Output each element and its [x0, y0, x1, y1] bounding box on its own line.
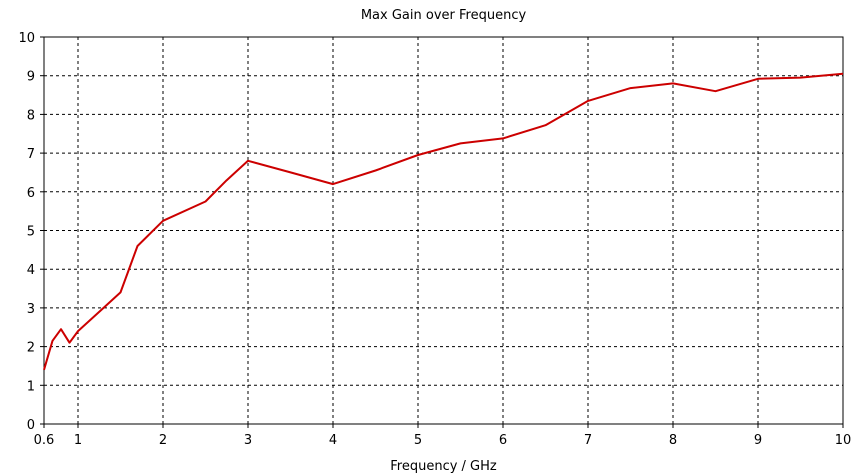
x-tick-label: 9 [754, 433, 762, 448]
y-tick-label: 3 [27, 302, 35, 317]
gain-series-line [43, 72, 844, 371]
series-group [43, 72, 844, 371]
x-tick-label: 1 [74, 433, 82, 448]
y-tick-label: 10 [18, 31, 35, 46]
y-tick-label: 4 [27, 263, 35, 278]
y-tick-label: 5 [27, 225, 35, 240]
y-tick-label: 9 [27, 70, 35, 85]
chart-title: Max Gain over Frequency [361, 8, 527, 23]
y-tick-label: 6 [27, 186, 35, 201]
x-tick-label: 7 [584, 433, 592, 448]
axis-ticks: 0.6 1 2 3 4 5 6 7 8 9 10 0 1 2 3 4 5 6 7 8 9 10 [18, 31, 851, 448]
y-tick-label: 1 [27, 379, 35, 394]
y-tick-label: 8 [27, 108, 35, 123]
y-tick-label: 0 [27, 418, 35, 433]
x-tick-label: 6 [499, 433, 507, 448]
y-tick-label: 2 [27, 341, 35, 356]
x-axis-label: Frequency / GHz [390, 459, 497, 474]
grid-lines [44, 37, 843, 424]
x-tick-label: 0.6 [34, 433, 55, 448]
x-tick-label: 3 [244, 433, 252, 448]
x-tick-label: 5 [414, 433, 422, 448]
y-tick-label: 7 [27, 147, 35, 162]
x-tick-label: 2 [159, 433, 167, 448]
x-tick-label: 4 [329, 433, 337, 448]
x-tick-label: 10 [835, 433, 852, 448]
x-tick-label: 8 [669, 433, 677, 448]
